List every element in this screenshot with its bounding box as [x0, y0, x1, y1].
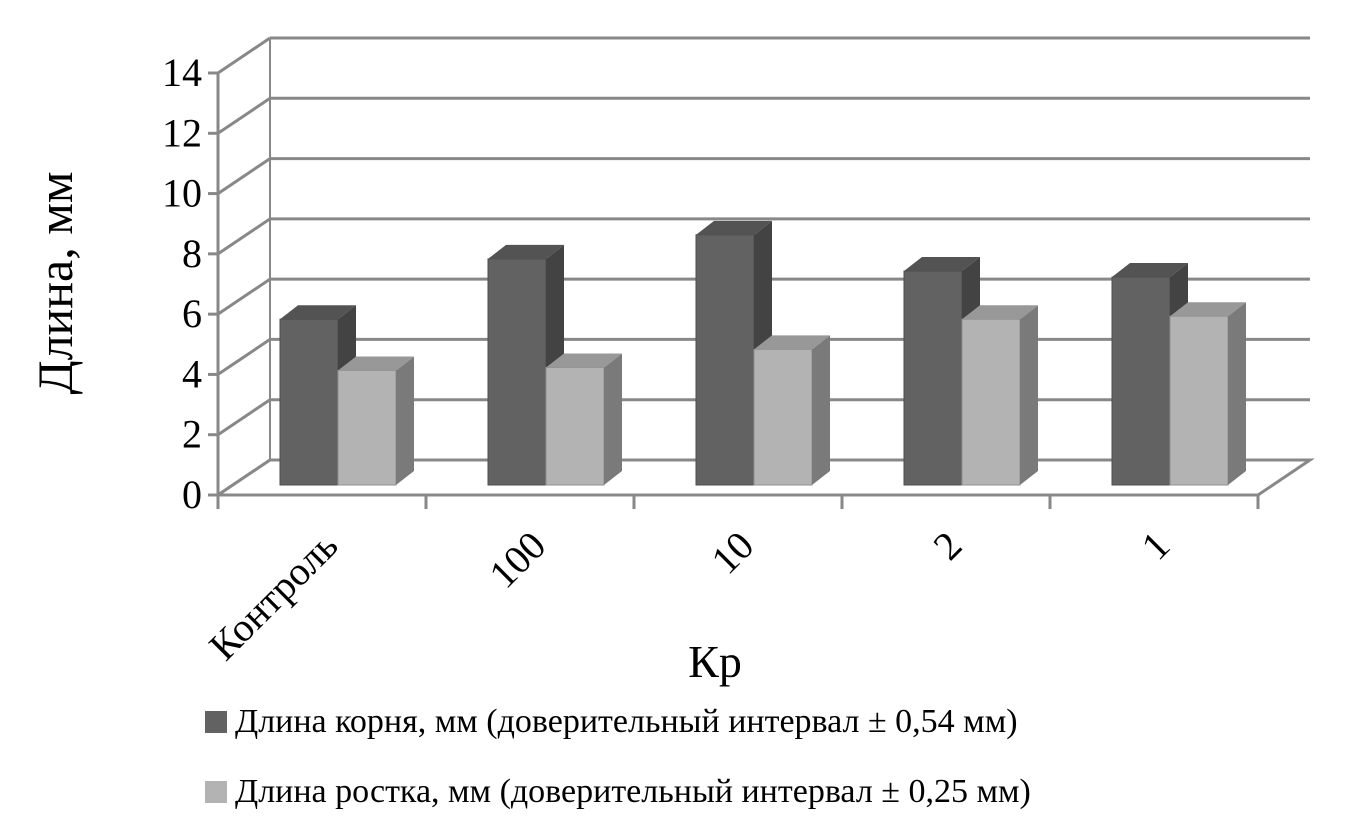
bar-root	[903, 270, 963, 486]
side-gridline	[217, 97, 271, 135]
y-tick-label: 10	[162, 171, 202, 216]
x-tick-label: 100	[480, 523, 554, 597]
y-tick-label: 8	[182, 231, 202, 276]
side-gridline	[217, 338, 271, 376]
bar-root	[487, 258, 547, 486]
bar-sprout	[753, 348, 813, 486]
legend-item-root: Длина корня, мм (доверительный интервал …	[205, 703, 1018, 741]
bar-top	[338, 356, 414, 371]
side-gridline	[217, 398, 271, 436]
bar-side	[1228, 302, 1246, 485]
x-axis-title: Кр	[688, 636, 742, 687]
bar-side	[604, 353, 622, 485]
legend-swatch-sprout	[205, 781, 227, 803]
bar-sprout	[545, 366, 605, 486]
y-tick-label: 4	[182, 351, 202, 396]
bar-root	[1111, 276, 1171, 486]
bar-side	[1020, 305, 1038, 485]
side-gridline	[217, 217, 271, 256]
bar-sprout	[961, 318, 1021, 486]
x-tick-label: 1	[1132, 523, 1178, 569]
bars	[279, 220, 1246, 486]
bar-top	[488, 244, 564, 259]
x-axis	[216, 73, 1260, 509]
bar-sprout	[337, 369, 397, 486]
y-axis: 0 2 4 6 8 10 12 14	[162, 50, 218, 517]
side-gridline	[217, 157, 271, 195]
y-axis-title: Длина, мм	[27, 171, 83, 394]
side-gridline	[217, 277, 271, 316]
bar-top	[1112, 263, 1188, 278]
legend-item-sprout: Длина ростка, мм (доверительный интервал…	[205, 773, 1031, 811]
bar-root	[695, 234, 755, 486]
legend-label-sprout: Длина ростка, мм (доверительный интервал…	[235, 773, 1031, 810]
y-tick-label: 14	[162, 50, 202, 95]
legend-swatch-root	[205, 711, 227, 733]
bar-top	[1170, 302, 1246, 317]
side-gridline	[217, 36, 271, 75]
y-tick-label: 12	[162, 110, 202, 155]
y-tick-label: 0	[182, 472, 202, 517]
y-tick-label: 2	[182, 412, 202, 457]
bar-sprout	[1169, 315, 1229, 486]
legend-label-root: Длина корня, мм (доверительный интервал …	[235, 703, 1018, 740]
y-tick-label: 6	[182, 291, 202, 336]
bar-top	[904, 256, 980, 271]
bar-top	[546, 353, 622, 368]
x-tick-label: Контроль	[200, 523, 346, 669]
bar-side	[812, 335, 830, 485]
bar-side	[396, 356, 414, 485]
x-tick-label: 10	[702, 523, 762, 583]
x-tick-label: 2	[924, 523, 970, 569]
bar-top	[962, 305, 1038, 320]
bar-top	[280, 305, 356, 320]
bar-top	[696, 220, 772, 235]
bar-top	[754, 335, 830, 350]
bar-root	[279, 318, 339, 486]
